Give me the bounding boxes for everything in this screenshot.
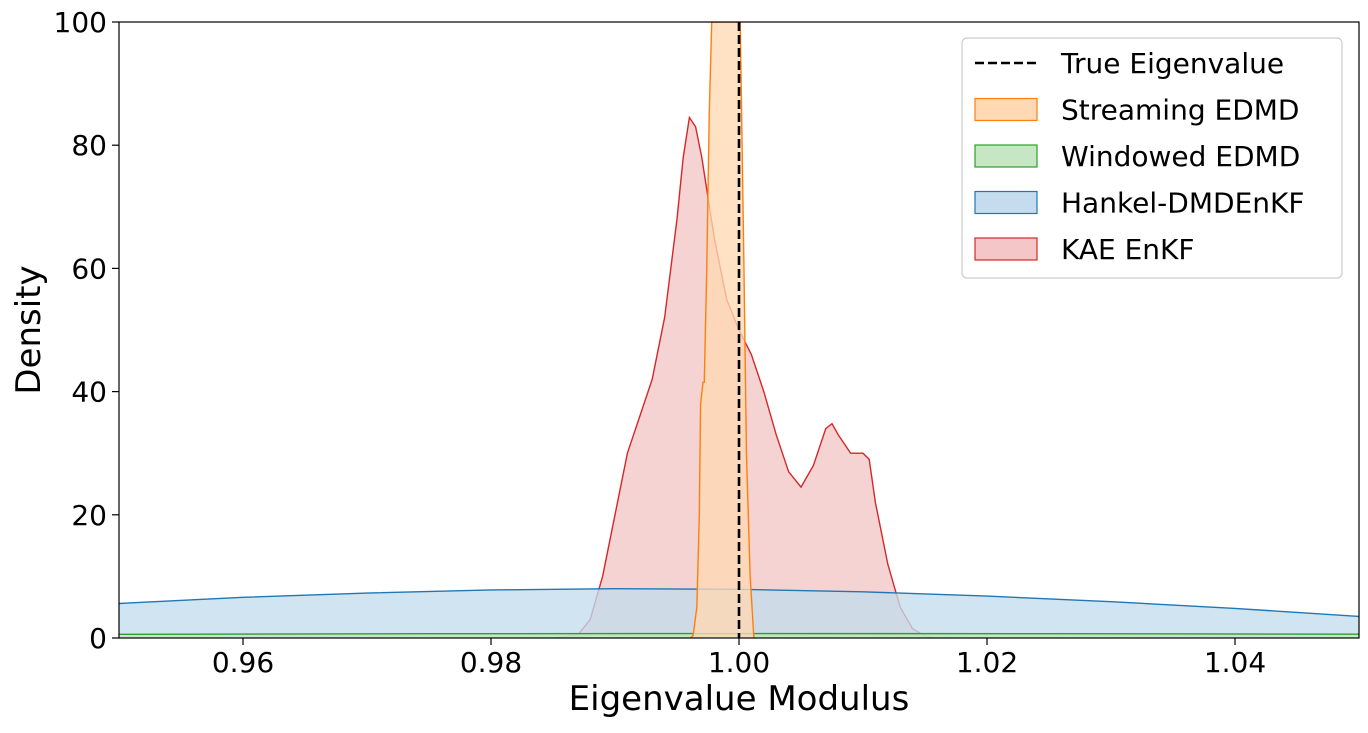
y-ticks: 0 20 40 60 80 100 xyxy=(54,6,119,655)
legend-swatch xyxy=(974,190,1038,215)
x-tick-label: 0.98 xyxy=(460,646,522,679)
y-axis-title: Density xyxy=(9,265,49,394)
legend-label: Windowed EDMD xyxy=(1061,140,1300,173)
y-tick-label: 100 xyxy=(54,6,107,39)
legend-item-streaming-edmd: Streaming EDMD xyxy=(974,94,1299,127)
y-tick-label: 40 xyxy=(71,376,107,409)
x-tick-label: 1.00 xyxy=(708,646,770,679)
x-ticks: 0.96 0.98 1.00 1.02 1.04 xyxy=(212,638,1266,679)
legend-label: Streaming EDMD xyxy=(1061,94,1299,127)
legend-swatch xyxy=(974,144,1038,168)
legend-box xyxy=(961,37,1343,279)
y-tick-label: 60 xyxy=(71,252,107,285)
legend-item-hankel-dmdenkf: Hankel-DMDEnKF xyxy=(974,187,1304,220)
legend: True Eigenvalue Streaming EDMD Windowed ED… xyxy=(961,37,1343,279)
legend-item-kae-enkf: KAE EnKF xyxy=(974,233,1195,266)
y-tick-label: 20 xyxy=(71,499,107,532)
legend-swatch xyxy=(974,237,1038,261)
x-axis-title: Eigenvalue Modulus xyxy=(569,679,910,719)
legend-item-windowed-edmd: Windowed EDMD xyxy=(974,140,1300,173)
x-tick-label: 1.04 xyxy=(1204,646,1266,679)
legend-label: Hankel-DMDEnKF xyxy=(1061,187,1304,220)
x-tick-label: 1.02 xyxy=(956,646,1018,679)
legend-label: KAE EnKF xyxy=(1061,233,1195,266)
y-tick-label: 0 xyxy=(89,622,107,655)
series-line-streaming-edmd xyxy=(690,22,755,638)
legend-item-true-eigenvalue: True Eigenvalue xyxy=(975,47,1284,80)
legend-swatch xyxy=(974,97,1038,122)
x-tick-label: 0.96 xyxy=(212,646,274,679)
legend-label: True Eigenvalue xyxy=(1060,47,1284,80)
series-line-kae-enkf xyxy=(552,115,936,638)
y-tick-label: 80 xyxy=(71,129,107,162)
